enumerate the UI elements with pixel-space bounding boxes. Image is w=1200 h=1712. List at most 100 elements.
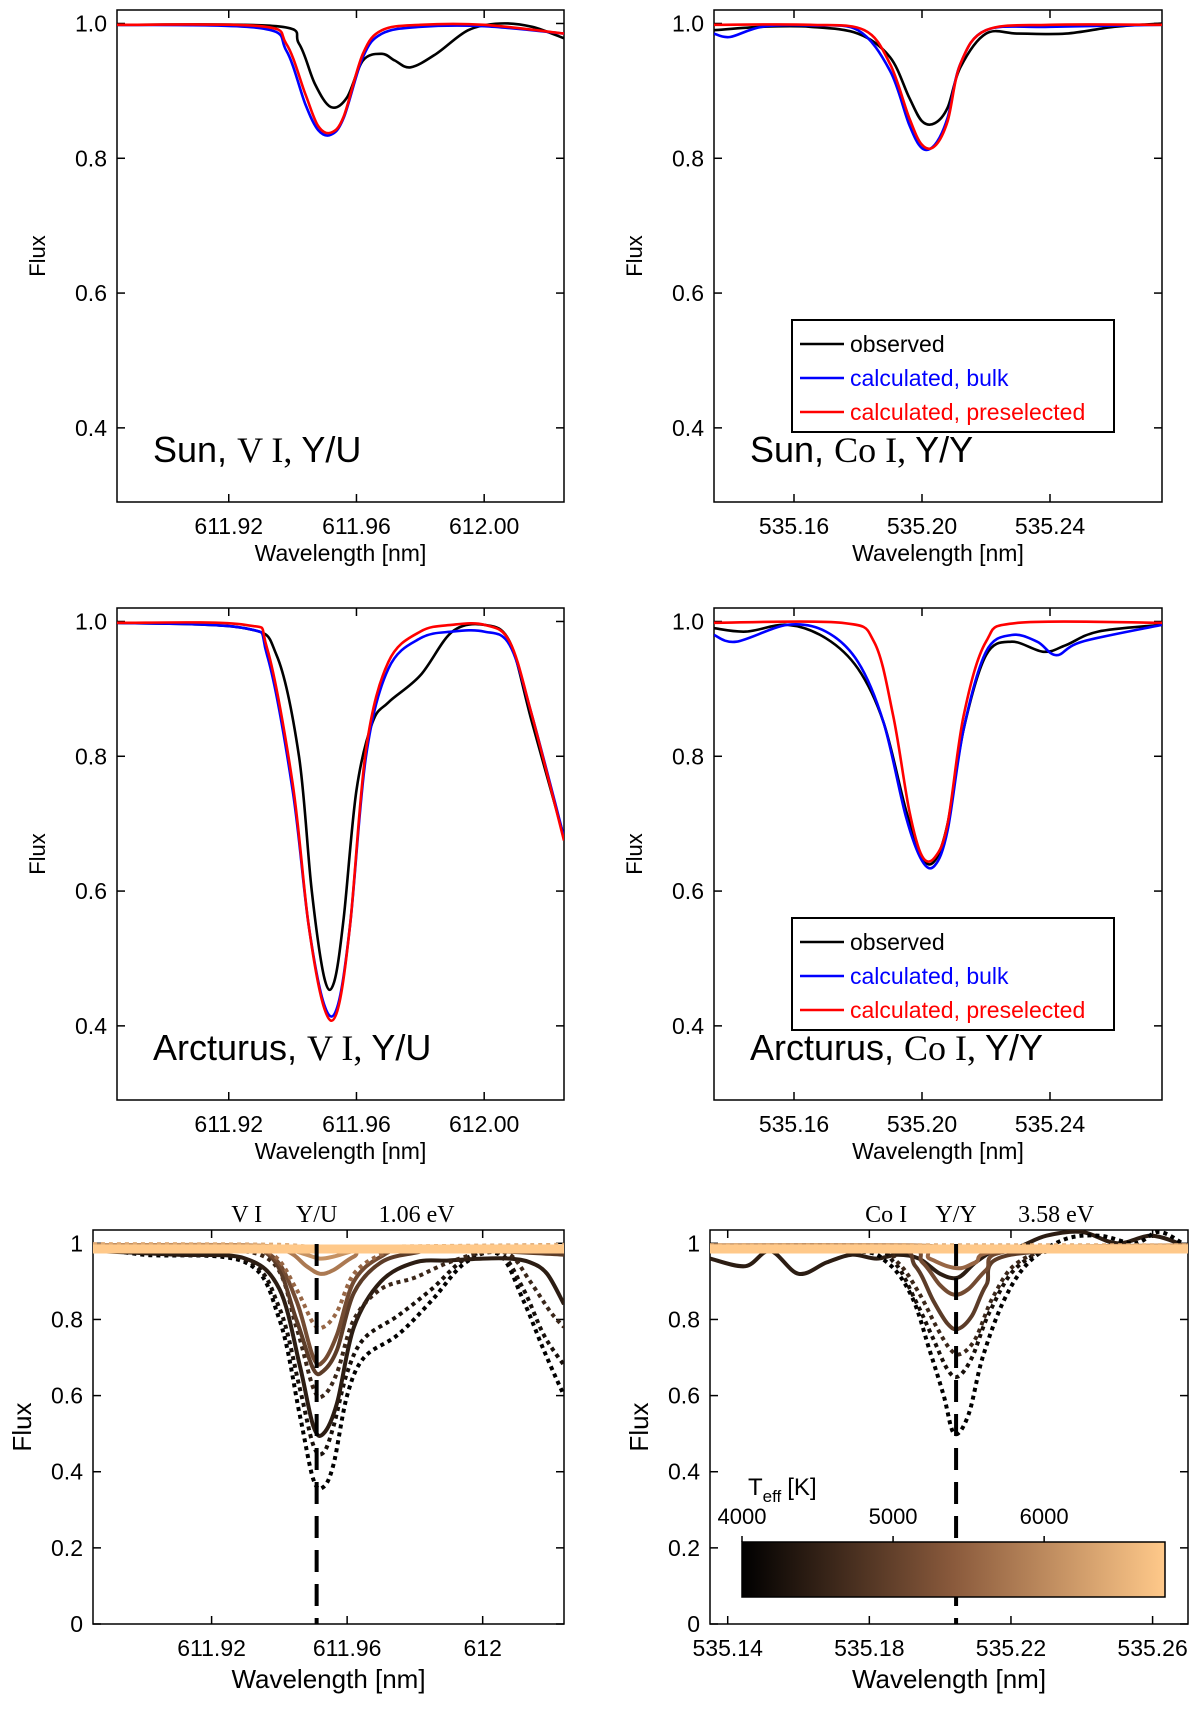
y-axis-label: Flux <box>624 1402 654 1451</box>
header-ion: Co I <box>865 1202 907 1228</box>
y-tick-label: 0.6 <box>75 878 107 904</box>
colorbar-label: Teff [K] <box>748 1474 817 1506</box>
series-line-observed <box>117 621 564 992</box>
x-axis-label: Wavelength [nm] <box>852 1664 1046 1694</box>
axes-frame <box>116 607 565 1101</box>
series-line-calculated-preselected <box>117 621 564 1022</box>
x-tick-label: 535.20 <box>887 1111 957 1137</box>
panel-sun-co: 0.4 0.6 0.8 1.0 535.16 535.20 535.24Wavelength… <box>622 9 1163 566</box>
x-tick-label: 535.14 <box>693 1635 764 1661</box>
y-tick-label: 1 <box>687 1230 700 1256</box>
panel-teff-v: 0 0.2 0.4 0.6 0.8 1 611.92 611.96 612 Wavelength … <box>7 1202 565 1694</box>
x-tick-label: 535.26 <box>1117 1635 1187 1661</box>
ion-name: V I, <box>307 1028 371 1068</box>
series-line-calculated-bulk <box>714 23 1162 152</box>
plot-area <box>710 1230 1188 1437</box>
axes-frame <box>713 607 1163 1101</box>
legend-box <box>791 319 1115 433</box>
series-line-calculated-bulk <box>714 623 1162 870</box>
quality-flag: Y/Y <box>915 429 973 470</box>
plot-area <box>117 621 564 1022</box>
header-energy: 3.58 eV <box>1018 1202 1095 1228</box>
y-tick-label: 1.0 <box>672 608 704 634</box>
y-tick-label: 1 <box>70 1230 83 1256</box>
plot-area <box>117 22 564 137</box>
star-label: Sun, V I, Y/U <box>153 429 361 470</box>
legend-entry: observed <box>850 929 945 955</box>
y-tick-label: 0.6 <box>51 1383 83 1409</box>
x-tick-label: 535.20 <box>887 513 957 539</box>
x-tick-label: 612 <box>463 1635 501 1661</box>
x-axis-label: Wavelength [nm] <box>852 540 1024 566</box>
quality-flag: Y/Y <box>985 1027 1043 1068</box>
y-tick-label: 1.0 <box>75 608 107 634</box>
axes-frame <box>116 9 565 503</box>
y-tick-label: 0 <box>687 1611 700 1637</box>
x-tick-label: 535.24 <box>1015 1111 1086 1137</box>
colorbar-label-unit: [K] <box>787 1474 816 1501</box>
colorbar <box>741 1541 1166 1598</box>
series-line-observed <box>714 623 1162 866</box>
y-tick-label: 0.4 <box>668 1459 700 1485</box>
y-axis-label: Flux <box>25 833 50 875</box>
y-axis-label: Flux <box>622 235 647 277</box>
y-tick-label: 0.8 <box>75 145 107 171</box>
plot-area <box>714 22 1162 152</box>
series-line-observed <box>117 22 564 109</box>
series-line-calculated-preselected <box>714 620 1162 863</box>
x-tick-label: 535.16 <box>759 1111 829 1137</box>
x-tick-label: 612.00 <box>449 513 519 539</box>
teff-series-line-3900 <box>710 1230 1188 1437</box>
y-tick-label: 1.0 <box>75 10 107 36</box>
series-line-calculated-preselected <box>714 23 1162 151</box>
legend-entry: calculated, preselected <box>850 997 1085 1023</box>
x-tick-label: 611.92 <box>194 1111 263 1137</box>
colorbar-tick-label: 5000 <box>869 1504 918 1529</box>
star-name: Sun, <box>750 429 834 470</box>
ion-name: V I, <box>237 430 301 470</box>
star-label: Sun, Co I, Y/Y <box>750 429 973 470</box>
y-tick-label: 0.2 <box>668 1535 700 1561</box>
axes-frame <box>709 1229 1189 1625</box>
quality-flag: Y/U <box>371 1027 431 1068</box>
y-tick-label: 0 <box>70 1611 83 1637</box>
x-tick-label: 611.96 <box>313 1635 382 1661</box>
legend-entry: calculated, bulk <box>850 963 1009 989</box>
series-line-calculated-preselected <box>117 22 564 135</box>
y-tick-label: 0.6 <box>75 280 107 306</box>
star-label: Arcturus, V I, Y/U <box>153 1027 431 1068</box>
axes-frame <box>713 9 1163 503</box>
x-tick-label: 611.92 <box>177 1635 246 1661</box>
teff-series-line-4286 <box>710 1230 1188 1281</box>
panel-teff-co: 0 0.2 0.4 0.6 0.8 1 535.14 535.18 535.22 535.26 Wa… <box>624 1202 1189 1694</box>
header-flag: Y/Y <box>935 1202 976 1228</box>
y-tick-label: 0.4 <box>672 1013 704 1039</box>
y-tick-label: 0.6 <box>672 878 704 904</box>
panel-arcturus-v: 0.4 0.6 0.8 1.0 611.92 611.96 612.00 Wavelength… <box>25 607 565 1164</box>
y-tick-label: 0.8 <box>672 743 704 769</box>
x-tick-label: 535.18 <box>834 1635 904 1661</box>
series-line-observed <box>714 22 1162 127</box>
ion-name: Co I, <box>904 1028 985 1068</box>
legend-entry: observed <box>850 331 945 357</box>
x-axis-label: Wavelength [nm] <box>231 1664 425 1694</box>
teff-series-line-4286 <box>93 1248 564 1438</box>
x-tick-label: 535.16 <box>759 513 829 539</box>
x-axis-label: Wavelength [nm] <box>852 1138 1024 1164</box>
legend-entry: calculated, preselected <box>850 399 1085 425</box>
y-tick-label: 0.4 <box>75 1013 107 1039</box>
series-line-calculated-bulk <box>117 23 564 137</box>
y-tick-label: 0.4 <box>75 415 107 441</box>
header-flag: Y/U <box>296 1202 337 1228</box>
x-tick-label: 611.96 <box>322 513 391 539</box>
colorbar-tick-label: 4000 <box>718 1504 767 1529</box>
y-tick-label: 0.6 <box>668 1383 700 1409</box>
y-tick-label: 1.0 <box>672 10 704 36</box>
x-tick-label: 611.96 <box>322 1111 391 1137</box>
y-tick-label: 0.2 <box>51 1535 83 1561</box>
x-tick-label: 535.22 <box>976 1635 1046 1661</box>
y-tick-label: 0.8 <box>75 743 107 769</box>
quality-flag: Y/U <box>301 429 361 470</box>
panel-arcturus-co: 0.4 0.6 0.8 1.0 535.16 535.20 535.24Wavelength… <box>622 607 1163 1164</box>
colorbar-label-main: T <box>748 1474 763 1501</box>
